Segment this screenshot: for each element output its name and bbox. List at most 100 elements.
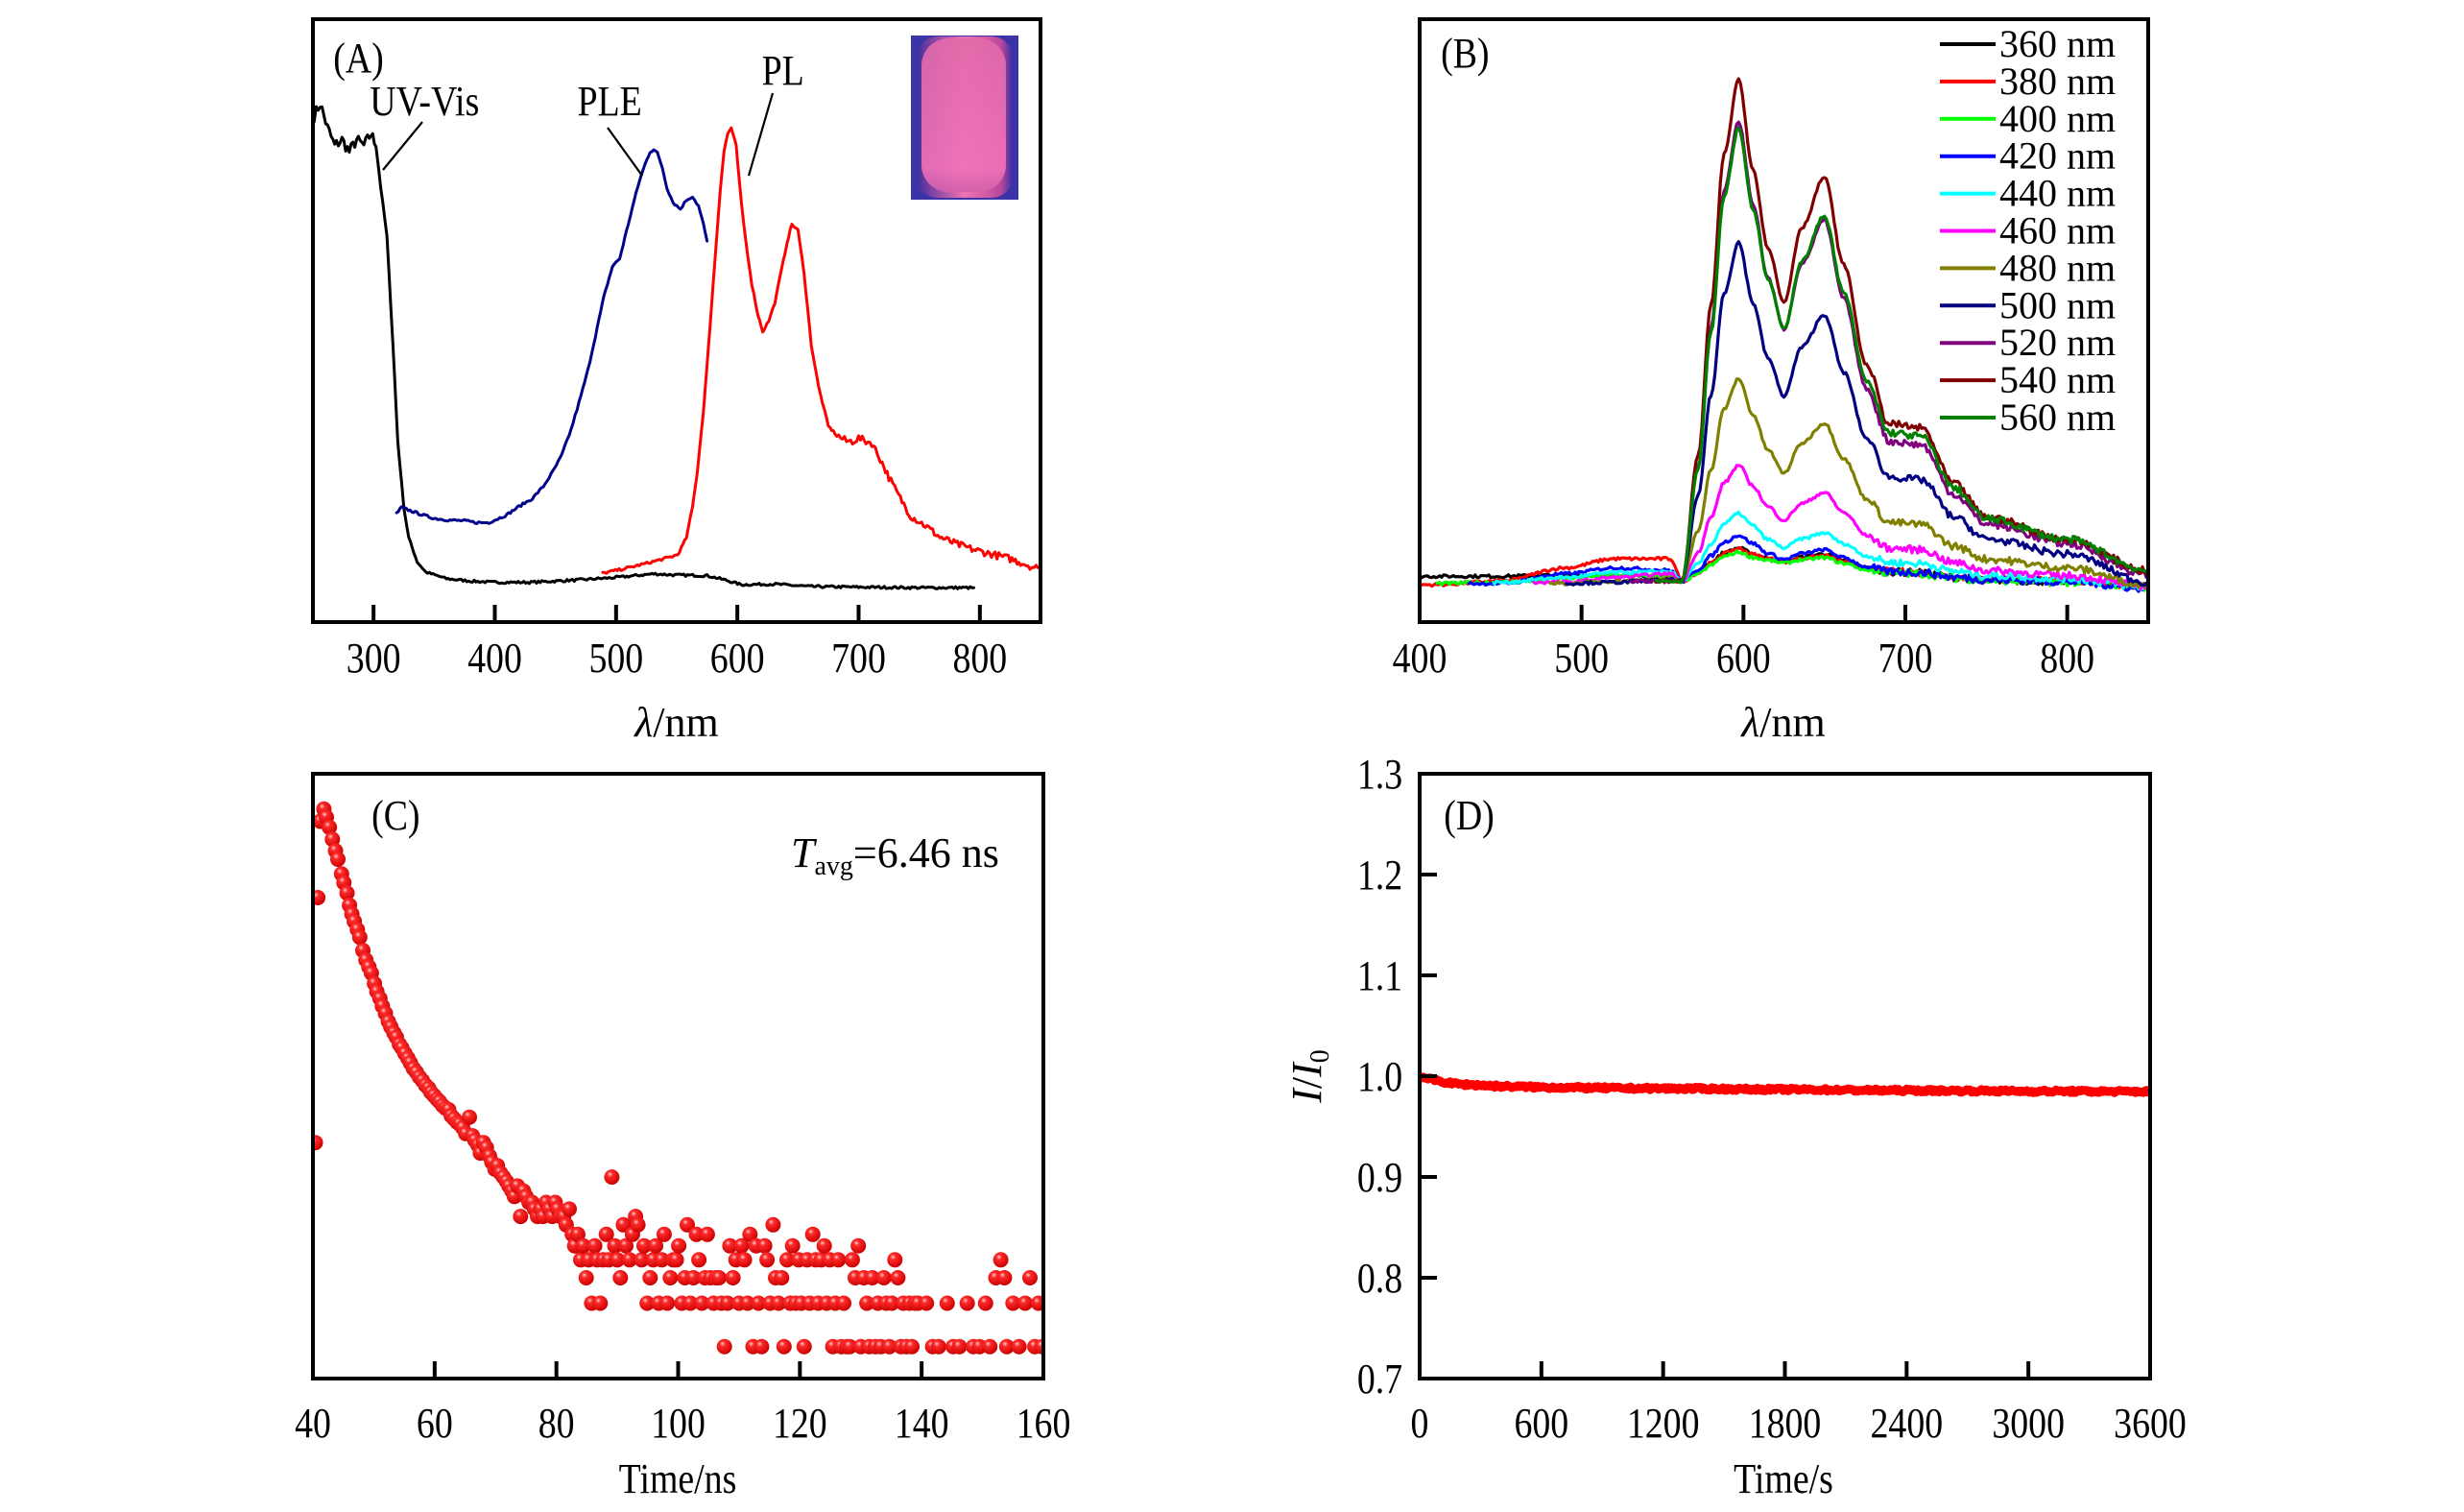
- data-point: [636, 1237, 652, 1254]
- x-axis-unit: /nm: [1759, 699, 1825, 746]
- data-point: [339, 885, 355, 901]
- x-tick-label: 800: [952, 634, 1007, 681]
- y-tick-label: 1.1: [1357, 951, 1402, 998]
- lifetime-annotation: Tavg=6.46 ns: [791, 829, 999, 881]
- legend-label: 500 nm: [1999, 283, 2116, 326]
- y-label-i0: I: [1283, 1061, 1330, 1078]
- data-point: [592, 1295, 609, 1311]
- x-tick-label: 300: [347, 634, 401, 681]
- data-point: [654, 1252, 670, 1268]
- x-tick-label: 400: [467, 634, 522, 681]
- y-tick-label: 1.0: [1357, 1052, 1402, 1099]
- legend-label: 520 nm: [1999, 321, 2116, 364]
- data-point: [569, 1226, 586, 1242]
- data-point: [615, 1216, 632, 1233]
- y-label-i: I: [1283, 1087, 1330, 1104]
- data-point: [959, 1295, 975, 1311]
- data-point: [998, 1338, 1015, 1355]
- annotation-ple: PLE: [577, 77, 641, 124]
- data-point: [951, 1338, 968, 1355]
- legend-item: 380 nm: [1940, 60, 2116, 103]
- plot-frame: [1418, 17, 2150, 624]
- data-point: [598, 1226, 614, 1242]
- data-point: [634, 1252, 650, 1268]
- x-tick-label: 0: [1411, 1399, 1429, 1446]
- leader-line-uv-vis: [382, 121, 423, 171]
- leader-line-pl: [747, 92, 775, 177]
- data-point: [1034, 1338, 1043, 1355]
- data-point: [719, 1295, 735, 1311]
- legend-item: 400 nm: [1940, 97, 2116, 140]
- x-tick-label: 500: [588, 634, 643, 681]
- legend-item: 460 nm: [1940, 209, 2116, 252]
- data-point: [875, 1270, 892, 1285]
- data-point: [610, 1252, 626, 1268]
- data-point: [774, 1270, 790, 1285]
- data-point: [733, 1237, 750, 1254]
- lifetime-value: =6.46 ns: [853, 829, 999, 876]
- data-point: [618, 1237, 634, 1254]
- x-tick-label: 140: [895, 1399, 949, 1446]
- x-tick-label: 2400: [1871, 1399, 1944, 1446]
- data-point: [759, 1252, 776, 1268]
- legend-item: 500 nm: [1940, 283, 2116, 326]
- data-point: [796, 1338, 812, 1355]
- data-point: [842, 1338, 858, 1355]
- data-point: [864, 1270, 880, 1285]
- series-pl: [601, 126, 1040, 575]
- data-point: [313, 1135, 323, 1151]
- data-point: [659, 1295, 676, 1311]
- legend-item: 520 nm: [1940, 321, 2116, 364]
- x-tick-label: 80: [538, 1399, 575, 1446]
- data-point: [612, 1270, 629, 1285]
- data-point: [575, 1237, 591, 1254]
- series-440-nm: [1492, 510, 2149, 591]
- legend-label: 540 nm: [1999, 358, 2116, 401]
- data-point: [586, 1237, 603, 1254]
- legend-label: 560 nm: [1999, 396, 2116, 439]
- panel-d: 0 600 1200 1800 2400 3000 3600 0.7 0.8 0.9 1.0 1.1 1…: [1283, 750, 2187, 1501]
- data-point: [996, 1270, 1013, 1285]
- y-tick-label: 1.3: [1357, 750, 1402, 797]
- x-axis-label: λ/nm: [633, 699, 719, 746]
- data-point: [656, 1226, 672, 1242]
- plot-area: [1420, 1072, 2150, 1097]
- data-point: [699, 1226, 715, 1242]
- x-tick-label: 1200: [1627, 1399, 1700, 1446]
- data-point: [739, 1295, 755, 1311]
- data-point: [939, 1295, 955, 1311]
- plot-area: [313, 801, 1043, 1355]
- data-point: [330, 852, 346, 867]
- series-normalized-intensity: [1420, 1072, 2150, 1097]
- series-uv-vis: [312, 105, 975, 590]
- data-point: [919, 1295, 935, 1311]
- data-point: [513, 1209, 529, 1225]
- data-point: [691, 1252, 707, 1268]
- data-point: [648, 1237, 663, 1254]
- x-tick-label: 100: [651, 1399, 706, 1446]
- legend-label: 420 nm: [1999, 134, 2116, 178]
- x-tick-label: 60: [417, 1399, 453, 1446]
- annotation-pl: PL: [762, 46, 804, 93]
- data-point: [322, 819, 338, 835]
- data-point: [639, 1295, 656, 1311]
- data-point: [1017, 1295, 1033, 1311]
- leader-line-ple: [607, 127, 643, 177]
- legend-label: 360 nm: [1999, 22, 2116, 65]
- data-point: [844, 1252, 860, 1268]
- inset-vial-photo: [911, 36, 1018, 200]
- data-point: [850, 1237, 867, 1254]
- lambda-symbol: λ: [633, 699, 653, 746]
- data-point: [1022, 1270, 1038, 1285]
- data-point: [765, 1216, 781, 1233]
- data-point: [722, 1237, 738, 1254]
- plot-frame: [311, 17, 1042, 624]
- annotation-uv-vis: UV-Vis: [370, 77, 479, 124]
- data-point: [890, 1270, 906, 1285]
- legend-label: 480 nm: [1999, 246, 2116, 289]
- y-axis-label: I/I0: [1283, 1049, 1335, 1104]
- data-point: [682, 1295, 699, 1311]
- data-point: [836, 1295, 851, 1311]
- data-point: [804, 1226, 821, 1242]
